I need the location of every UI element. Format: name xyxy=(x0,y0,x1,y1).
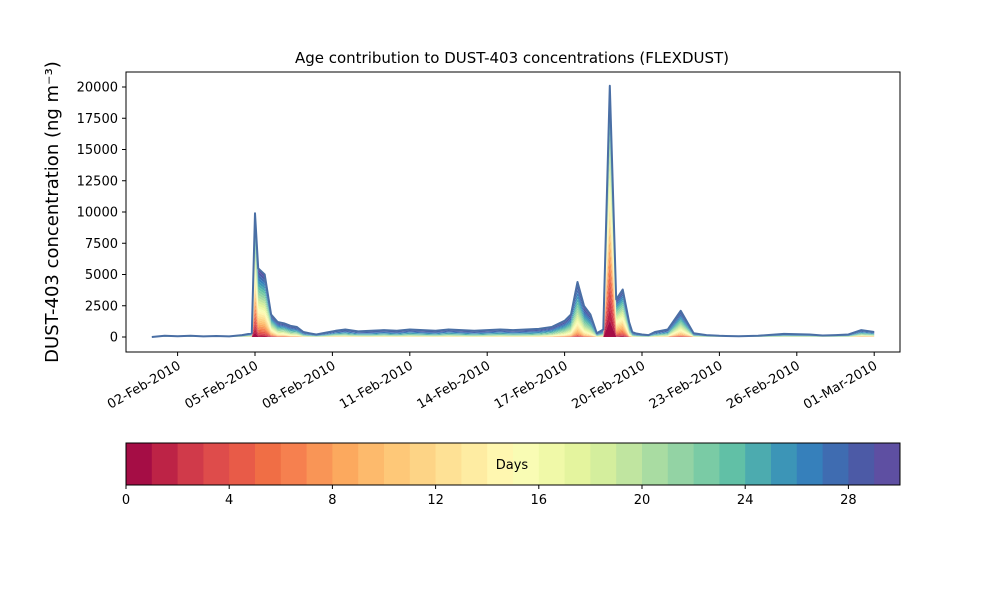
y-axis: 0 2500 5000 7500 10000 12500 15000 17500 20000 xyxy=(77,81,126,346)
colorbar-frame xyxy=(125,442,901,486)
y-tick-label: 15000 xyxy=(77,143,118,158)
colorbar-swatch xyxy=(332,443,359,485)
colorbar-tick-label: 16 xyxy=(531,493,548,508)
colorbar-swatch xyxy=(203,443,230,485)
y-tick-label: 5000 xyxy=(85,268,118,283)
x-tick-label: 05-Feb-2010 xyxy=(182,358,261,412)
colorbar-swatches xyxy=(126,443,901,485)
colorbar-swatch xyxy=(384,443,411,485)
colorbar-tick-label: 20 xyxy=(634,493,651,508)
colorbar-swatch xyxy=(487,443,514,485)
colorbar-label: Days xyxy=(496,458,529,473)
y-tick-label: 10000 xyxy=(77,206,118,221)
colorbar-swatch xyxy=(409,443,436,485)
x-tick-label: 26-Feb-2010 xyxy=(724,358,803,412)
x-axis: 02-Feb-201005-Feb-201008-Feb-201011-Feb-… xyxy=(105,352,880,413)
colorbar-swatch xyxy=(358,443,385,485)
colorbar-swatch xyxy=(177,443,204,485)
x-tick-label: 01-Mar-2010 xyxy=(801,358,880,412)
colorbar-swatch xyxy=(280,443,307,485)
colorbar-tick-label: 28 xyxy=(840,493,857,508)
colorbar-swatch xyxy=(564,443,591,485)
colorbar-swatch xyxy=(693,443,720,485)
y-tick-label: 0 xyxy=(110,331,118,346)
colorbar-swatch xyxy=(616,443,643,485)
colorbar-swatch xyxy=(513,443,540,485)
colorbar-swatch xyxy=(126,443,153,485)
colorbar-swatch xyxy=(667,443,694,485)
colorbar-swatch xyxy=(796,443,823,485)
colorbar-ticks: 0 4 8 12 16 20 24 28 xyxy=(122,485,857,508)
colorbar-swatch xyxy=(719,443,746,485)
plot-frame xyxy=(125,71,901,353)
colorbar-tick-label: 0 xyxy=(122,493,130,508)
colorbar-swatch xyxy=(822,443,849,485)
area-layers xyxy=(151,85,875,338)
colorbar-swatch xyxy=(461,443,488,485)
colorbar-swatch xyxy=(745,443,772,485)
colorbar-swatch xyxy=(771,443,798,485)
y-axis-label: DUST-403 concentration (ng m⁻³) xyxy=(42,61,63,363)
x-tick-label: 20-Feb-2010 xyxy=(569,358,648,412)
colorbar-tick-label: 4 xyxy=(225,493,233,508)
series-lines xyxy=(151,84,875,338)
x-tick-label: 11-Feb-2010 xyxy=(337,358,416,412)
colorbar-swatch xyxy=(229,443,256,485)
x-tick-label: 08-Feb-2010 xyxy=(260,358,339,412)
colorbar-tick-label: 8 xyxy=(328,493,336,508)
colorbar: Days 0 4 8 12 16 20 24 28 xyxy=(122,442,901,508)
colorbar-swatch xyxy=(306,443,333,485)
y-tick-label: 12500 xyxy=(77,174,118,189)
total-series-line xyxy=(151,84,875,338)
colorbar-swatch xyxy=(151,443,178,485)
y-tick-label: 2500 xyxy=(85,299,118,314)
colorbar-swatch xyxy=(590,443,617,485)
x-tick-label: 17-Feb-2010 xyxy=(492,358,571,412)
x-tick-label: 23-Feb-2010 xyxy=(647,358,726,412)
y-tick-label: 20000 xyxy=(77,81,118,96)
colorbar-swatch xyxy=(435,443,462,485)
x-tick-label: 02-Feb-2010 xyxy=(105,358,184,412)
x-tick-label: 14-Feb-2010 xyxy=(415,358,494,412)
plot-area xyxy=(125,71,901,353)
colorbar-swatch xyxy=(874,443,901,485)
chart-title: Age contribution to DUST-403 concentrati… xyxy=(295,49,729,67)
colorbar-tick-label: 12 xyxy=(427,493,444,508)
colorbar-tick-label: 24 xyxy=(737,493,754,508)
colorbar-swatch xyxy=(538,443,565,485)
y-tick-label: 7500 xyxy=(85,237,118,252)
y-tick-label: 17500 xyxy=(77,112,118,127)
colorbar-swatch xyxy=(642,443,669,485)
colorbar-swatch xyxy=(255,443,282,485)
colorbar-swatch xyxy=(848,443,875,485)
